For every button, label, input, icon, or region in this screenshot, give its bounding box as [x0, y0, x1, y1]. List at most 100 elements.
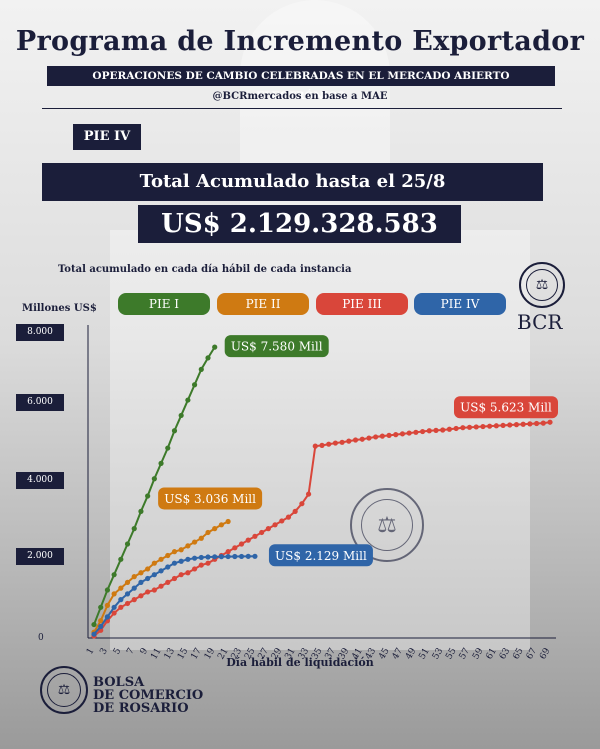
- callout-label: US$ 2.129 Mill: [275, 549, 367, 563]
- data-point: [292, 508, 298, 514]
- data-point: [225, 518, 231, 525]
- x-tick-label: 19: [203, 646, 218, 661]
- data-point: [111, 591, 117, 597]
- data-point: [158, 568, 164, 574]
- x-tick-label: 61: [485, 647, 499, 662]
- data-point: [191, 539, 198, 545]
- x-tick-label: 37: [324, 646, 339, 661]
- x-tick-label: 39: [337, 646, 352, 661]
- data-point: [332, 440, 339, 446]
- data-point: [138, 593, 144, 599]
- data-point: [151, 476, 157, 482]
- data-point: [205, 560, 211, 566]
- data-point: [272, 522, 278, 528]
- data-point: [225, 549, 231, 555]
- legend-pie-iv: PIE IV: [414, 293, 506, 315]
- y-axis-label: Millones US$: [22, 303, 97, 314]
- x-tick-label: 67: [525, 646, 540, 661]
- x-tick-label: 51: [418, 647, 432, 662]
- data-point: [212, 526, 218, 532]
- chart-subtitle: Total acumulado en cada día hábil de cad…: [58, 264, 352, 275]
- data-point: [198, 562, 204, 568]
- data-point: [165, 445, 171, 451]
- data-point: [124, 600, 131, 607]
- data-point: [191, 566, 198, 572]
- x-tick-label: 29: [270, 646, 285, 661]
- footer-seal-icon: ⚖: [40, 666, 88, 714]
- data-point: [138, 570, 144, 576]
- footer-name-line1: BOLSA: [93, 675, 145, 690]
- data-point: [171, 560, 178, 566]
- data-point: [245, 553, 251, 559]
- data-point: [151, 572, 157, 578]
- data-point: [440, 427, 446, 433]
- data-point: [178, 572, 184, 578]
- data-point: [118, 556, 124, 562]
- data-point: [205, 554, 211, 560]
- data-point: [326, 441, 332, 447]
- data-point: [319, 442, 325, 448]
- data-point: [165, 579, 171, 585]
- data-point: [305, 491, 312, 497]
- data-point: [98, 604, 104, 610]
- source-text: @BCRmercados en base a MAE: [212, 91, 388, 102]
- series-line-4: [93, 555, 255, 635]
- data-point: [212, 554, 218, 560]
- data-point: [493, 423, 499, 429]
- data-point: [111, 610, 117, 616]
- data-point: [533, 420, 540, 427]
- data-point: [232, 545, 238, 551]
- callout-box: [268, 544, 373, 567]
- data-point: [339, 439, 345, 445]
- data-point: [151, 587, 157, 593]
- data-point: [178, 412, 184, 419]
- data-point: [386, 432, 392, 438]
- page-title: Programa de Incremento Exportador: [15, 26, 585, 57]
- data-point: [487, 423, 493, 429]
- data-point: [138, 579, 144, 585]
- y-tick-0: 0: [38, 633, 44, 643]
- bcr-seal-icon: ⚖: [519, 262, 565, 308]
- x-tick-label: 1: [85, 647, 97, 657]
- x-tick-label: 9: [139, 646, 151, 656]
- data-point: [131, 597, 137, 603]
- data-point: [540, 420, 546, 426]
- data-point: [413, 429, 419, 435]
- data-point: [145, 589, 151, 595]
- series-line-1: [93, 346, 216, 625]
- data-point: [265, 526, 271, 532]
- x-tick-label: 53: [431, 646, 446, 661]
- data-point: [124, 591, 131, 597]
- y-tick-2000: 2.000: [16, 548, 64, 565]
- x-tick-label: 49: [404, 646, 419, 661]
- data-point: [124, 579, 131, 585]
- data-point: [171, 428, 178, 434]
- data-point: [527, 421, 533, 427]
- footer-name: BOLSA DE COMERCIO DE ROSARIO: [93, 676, 203, 715]
- data-point: [124, 541, 131, 547]
- data-point: [238, 541, 245, 547]
- callout-label: US$ 7.580 Mill: [231, 340, 323, 354]
- data-point: [252, 553, 258, 559]
- data-point: [131, 585, 137, 591]
- data-point: [158, 460, 164, 466]
- data-point: [191, 382, 198, 388]
- data-point: [165, 552, 171, 559]
- x-tick-label: 23: [230, 646, 245, 661]
- data-point: [98, 618, 104, 624]
- data-point: [198, 554, 204, 561]
- data-point: [138, 508, 144, 514]
- x-tick-label: 35: [310, 646, 325, 661]
- data-point: [366, 435, 372, 441]
- x-tick-label: 17: [190, 646, 205, 661]
- data-point: [118, 585, 124, 591]
- y-tick-8000: 8.000: [16, 324, 64, 341]
- data-point: [218, 522, 225, 528]
- data-point: [111, 572, 117, 578]
- x-tick-label: 47: [391, 646, 406, 661]
- callout-box: [158, 487, 263, 510]
- x-tick-label: 5: [112, 646, 124, 656]
- x-tick-label: 43: [364, 646, 379, 661]
- data-point: [145, 566, 151, 572]
